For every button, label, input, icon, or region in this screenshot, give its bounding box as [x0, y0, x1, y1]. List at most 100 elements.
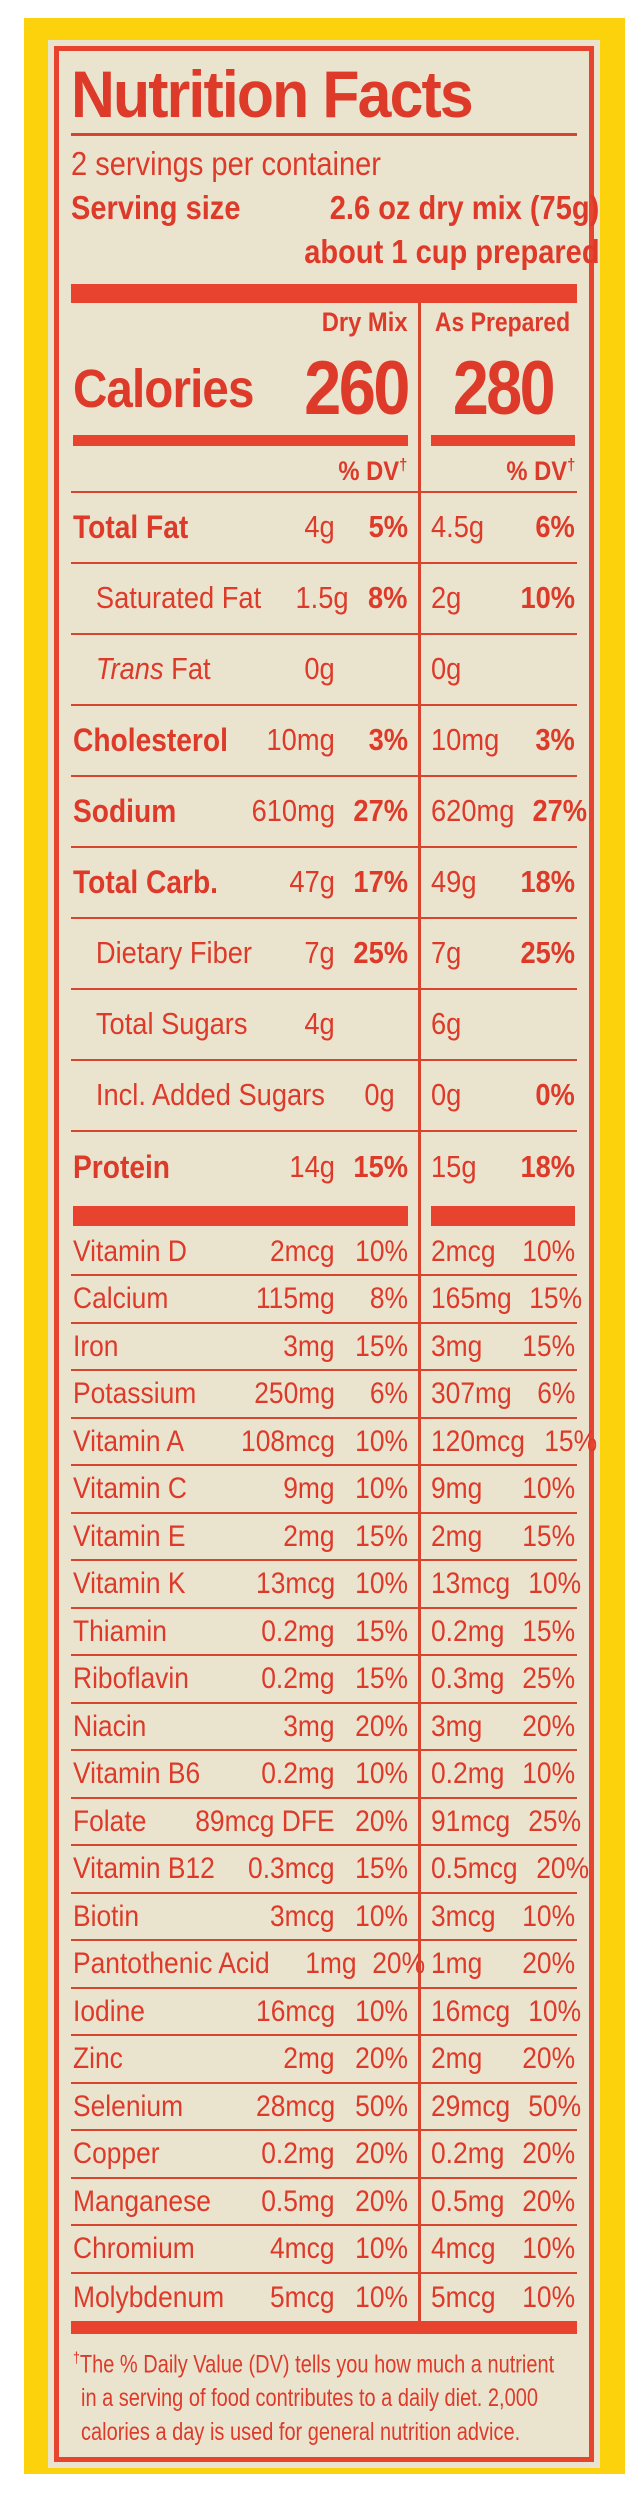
- prepared-dv: 10%: [520, 580, 575, 616]
- label-title: Nutrition Facts: [71, 57, 474, 131]
- dagger-icon: †: [73, 2349, 80, 2367]
- dry-amount: 610mg: [251, 793, 335, 829]
- dry-dv: 20%: [354, 2184, 408, 2218]
- nutrient-rows: Total Fat 4g 5% 4.5g 6% Saturated Fat 1.5g 8% 2g…: [71, 492, 587, 1203]
- prepared-amount: 9mg: [430, 1472, 482, 1505]
- prepared-amount: 307mg: [430, 1377, 512, 1410]
- nutrient-name: Vitamin K: [73, 1567, 186, 1600]
- prepared-dv: 25%: [520, 935, 575, 971]
- nutrient-name: Pantothenic Acid: [73, 1947, 270, 1980]
- calories-prepared-value: 280: [452, 346, 556, 432]
- nutrient-name: Dietary Fiber: [95, 935, 253, 971]
- box-panel: Nutrition Facts 2 servings per container…: [24, 18, 625, 2474]
- dry-amount: 0.2mg: [261, 1614, 335, 1648]
- prepared-dv: 18%: [520, 864, 575, 900]
- prepared-dv: 18%: [520, 1149, 575, 1185]
- prepared-amount: 0g: [430, 1077, 461, 1113]
- prepared-amount: 0.5mg: [430, 2184, 504, 2218]
- calories-label: Calories: [73, 358, 254, 419]
- prepared-dv: 20%: [522, 1947, 575, 1980]
- dry-amount: 14g: [289, 1149, 335, 1185]
- nutrient-row: Trans Fat 0g 0g: [71, 634, 577, 706]
- nutrient-name: Potassium: [73, 1377, 197, 1410]
- dv-header-dry: % DV†: [338, 454, 408, 486]
- calories-row: Calories 260 280: [71, 342, 577, 435]
- prepared-dv: 10%: [527, 1567, 581, 1600]
- dry-amount: 0.5mg: [261, 2184, 335, 2218]
- nutrient-name: Sodium: [73, 792, 177, 829]
- dry-dv: 8%: [369, 1282, 408, 1315]
- dagger-icon: †: [566, 454, 575, 474]
- prepared-dv: 25%: [527, 1804, 581, 1838]
- prepared-dv: 15%: [544, 1424, 598, 1458]
- prepared-dv: 25%: [522, 1662, 575, 1695]
- prepared-amount: 4.5g: [430, 509, 484, 545]
- prepared-amount: 2mg: [430, 2042, 482, 2075]
- prepared-amount: 13mcg: [430, 1567, 510, 1600]
- vitamin-row: Vitamin A 108mcg 10% 120mcg 15%: [71, 1418, 597, 1467]
- prepared-amount: 16mcg: [430, 1994, 510, 2028]
- vitamin-row: Calcium 115mg 8% 165mg 15%: [71, 1276, 582, 1324]
- prepared-dv: 50%: [527, 2089, 581, 2123]
- dv-header-row: % DV† % DV†: [71, 450, 577, 493]
- prepared-amount: 165mg: [430, 1282, 512, 1315]
- prepared-amount: 2mcg: [430, 1234, 496, 1268]
- dry-dv: 8%: [368, 580, 408, 616]
- prepared-amount: 620mg: [430, 793, 515, 829]
- dry-amount: 16mcg: [255, 1994, 335, 2028]
- nutrient-name: Incl. Added Sugars: [95, 1077, 325, 1113]
- prepared-amount: 0.5mcg: [430, 1852, 518, 1885]
- calories-underline-dry: [73, 434, 408, 446]
- nutrient-row: Cholesterol 10mg 3% 10mg 3%: [71, 705, 577, 777]
- calories-underline-row: [71, 434, 577, 451]
- dv-header-prepared: % DV†: [506, 454, 575, 486]
- nutrient-name: Vitamin B6: [73, 1757, 201, 1790]
- vitamin-row: Zinc 2mg 20% 2mg 20%: [71, 2036, 577, 2084]
- dry-amount: 2mg: [283, 1519, 335, 1553]
- prepared-amount: 4mcg: [430, 2232, 496, 2265]
- dry-dv: 20%: [354, 1804, 408, 1838]
- prepared-amount: 6g: [430, 1006, 461, 1042]
- prepared-dv: 6%: [536, 1377, 575, 1410]
- prepared-dv: 20%: [522, 2137, 575, 2170]
- nutrient-name: Copper: [73, 2137, 160, 2170]
- prepared-dv: 0%: [535, 1077, 575, 1113]
- prepared-dv: 27%: [532, 793, 588, 829]
- dry-dv: 15%: [354, 1519, 408, 1553]
- nutrient-name: Trans Fat: [95, 651, 211, 687]
- nutrient-row: Sodium 610mg 27% 620mg 27%: [71, 776, 587, 848]
- serving-size-note: about 1 cup prepared: [303, 233, 600, 271]
- dry-amount: 2mcg: [270, 1234, 335, 1268]
- nutrient-row: Dietary Fiber 7g 25% 7g 25%: [71, 918, 577, 990]
- prepared-dv: 6%: [535, 509, 575, 545]
- dry-amount: 47g: [289, 864, 335, 900]
- prepared-amount: 2mg: [430, 1519, 482, 1553]
- dry-dv: 20%: [354, 2137, 408, 2170]
- prepared-dv: 20%: [522, 2184, 575, 2218]
- vitamin-row: Copper 0.2mg 20% 0.2mg 20%: [71, 2131, 577, 2179]
- calories-underline-prepared: [430, 434, 575, 446]
- nutrient-row: Total Carb. 47g 17% 49g 18%: [71, 847, 577, 919]
- prepared-amount: 10mg: [430, 722, 499, 758]
- footnote: †The % Daily Value (DV) tells you how mu…: [71, 2334, 577, 2449]
- prepared-dv: 10%: [527, 1994, 581, 2028]
- vitamin-row: Vitamin E 2mg 15% 2mg 15%: [71, 1513, 577, 1562]
- dry-amount: 250mg: [254, 1377, 335, 1410]
- prepared-amount: 0.2mg: [430, 1614, 504, 1648]
- dry-dv: 25%: [353, 935, 408, 971]
- vitamin-row: Riboflavin 0.2mg 15% 0.3mg 25%: [71, 1656, 577, 1704]
- nutrient-name: Cholesterol: [73, 721, 228, 758]
- vitamin-row: Manganese 0.5mg 20% 0.5mg 20%: [71, 2178, 577, 2227]
- dry-amount: 4g: [304, 1006, 335, 1042]
- dry-amount: 3mcg: [270, 1899, 335, 1933]
- prepared-amount: 3mg: [430, 1329, 482, 1363]
- prepared-dv: 10%: [522, 1472, 575, 1505]
- prepared-dv: 15%: [522, 1329, 575, 1363]
- dry-amount: 0.2mg: [261, 1757, 335, 1790]
- vitamin-row: Potassium 250mg 6% 307mg 6%: [71, 1371, 577, 1419]
- nutrient-name: Vitamin C: [73, 1472, 187, 1505]
- dry-dv: 15%: [353, 1149, 408, 1185]
- dry-amount: 115mg: [256, 1282, 335, 1315]
- dry-amount: 10mg: [266, 722, 335, 758]
- dry-dv: 10%: [354, 1757, 408, 1790]
